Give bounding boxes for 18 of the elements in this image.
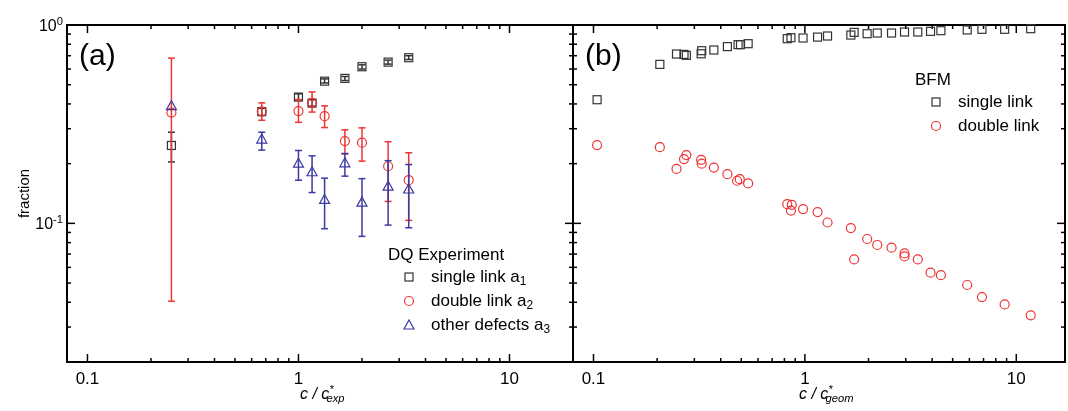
legend-label: single link a$_{1}$ (431, 267, 527, 288)
x-tick-label: 10 (1006, 369, 1026, 388)
y-tick-label: 10$^{-1}$ (35, 213, 63, 233)
y-axis-title: fraction (15, 168, 32, 219)
legend-label: double link (958, 116, 1040, 135)
x-tick-label: 10 (500, 369, 519, 388)
x-tick-label: 0.1 (581, 369, 606, 388)
x-tick-label: 1 (293, 369, 304, 388)
annotation: (b) (585, 38, 622, 71)
annotation: (a) (79, 38, 116, 71)
legend-title: DQ Experiment (388, 245, 505, 264)
x-tick-label: 0.1 (75, 369, 100, 388)
legend-label: double link a$_{2}$ (431, 291, 534, 312)
legend-label: other defects a$_{3}$ (431, 315, 551, 336)
y-tick-label: 10$^{0}$ (38, 15, 63, 34)
x-tick-label: 1 (800, 369, 810, 388)
legend-title: BFM (915, 70, 951, 89)
legend-label: single link (958, 92, 1034, 111)
